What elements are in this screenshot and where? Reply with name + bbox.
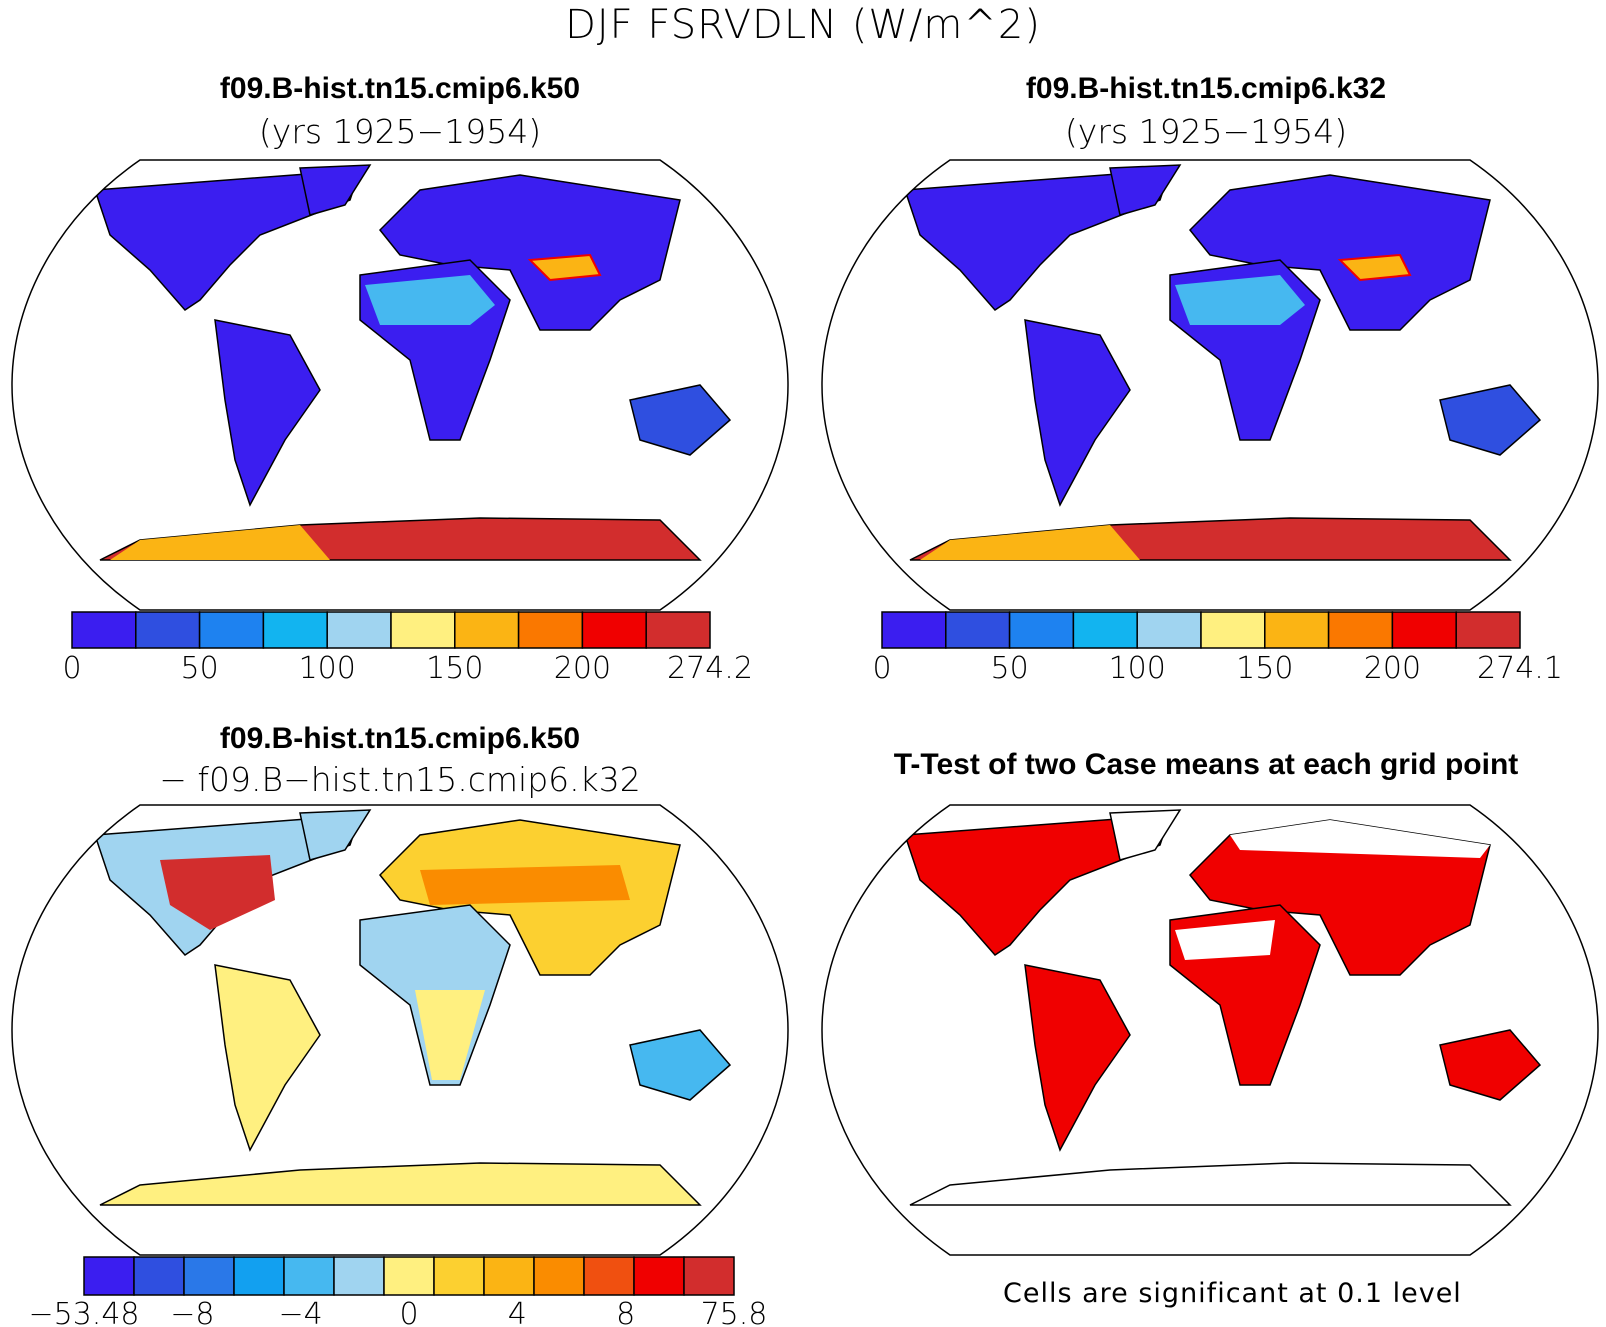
- colorbar-tick-label: 150: [1236, 651, 1293, 686]
- colorbar-box: [1455, 611, 1521, 649]
- colorbar-diff: −53.48 −8 −4 0 4 8 75.8: [28, 1256, 768, 1327]
- colorbar-tick-label: 100: [299, 651, 356, 686]
- colorbar-tick-label: 200: [1364, 651, 1421, 686]
- colorbar-tick-label: 75.8: [701, 1297, 768, 1327]
- continent-australia: [629, 384, 732, 456]
- colorbar-box: [517, 611, 584, 649]
- continent-south-america: [1024, 319, 1131, 507]
- colorbar-box: [633, 1256, 685, 1296]
- colorbar-box: [183, 1256, 235, 1296]
- colorbar-box: [233, 1256, 285, 1296]
- colorbar-box: [1200, 611, 1266, 649]
- panel-title-ttest: T-Test of two Case means at each grid po…: [893, 748, 1519, 781]
- colorbar-box: [71, 611, 137, 649]
- continent-south-america: [1024, 964, 1131, 1152]
- colorbar-box: [390, 611, 456, 649]
- colorbar-box: [133, 1256, 185, 1296]
- region-tibet: [1337, 253, 1412, 282]
- colorbar-box: [1136, 611, 1202, 649]
- colorbar-box: [483, 1256, 535, 1296]
- region-sahara-nonsig: [1175, 920, 1275, 960]
- colorbar-box: [135, 611, 201, 649]
- colorbar-box: [1008, 611, 1075, 649]
- colorbar-box: [198, 611, 265, 649]
- colorbar-box: [433, 1256, 485, 1296]
- colorbar-box: [1264, 611, 1330, 649]
- continent-greenland: [299, 164, 372, 216]
- colorbar-box: [333, 1256, 385, 1296]
- map-panel-ttest: [903, 809, 1542, 1206]
- map-panel-diff: [93, 809, 732, 1206]
- panel-subtitle-k50: (yrs 1925−1954): [258, 112, 542, 151]
- region-eurasia-north-nonsig: [1230, 820, 1490, 858]
- colorbar-box: [683, 1256, 735, 1296]
- panel-title-k32: f09.B-hist.tn15.cmip6.k32: [1025, 72, 1387, 105]
- colorbar-tick-label: 4: [508, 1297, 527, 1327]
- region-sahara: [1175, 275, 1305, 325]
- continent-south-america: [214, 319, 321, 507]
- region-na-positive: [160, 855, 275, 930]
- colorbar-box: [945, 611, 1011, 649]
- colorbar-box: [283, 1256, 335, 1296]
- colorbar-k32: 0 50 100 150 200 274.1: [872, 611, 1563, 686]
- colorbar-box: [1391, 611, 1457, 649]
- continent-greenland: [1109, 809, 1182, 861]
- panel-subtitle-k32: (yrs 1925−1954): [1064, 112, 1348, 151]
- map-border-k32: [821, 159, 1599, 611]
- colorbar-tick-label: 50: [991, 651, 1029, 686]
- colorbar-tick-label: 274.2: [667, 651, 753, 686]
- continent-greenland: [1109, 164, 1182, 216]
- colorbar-box: [1072, 611, 1138, 649]
- colorbar-tick-label: 0: [62, 651, 81, 686]
- colorbar-tick-label: 8: [616, 1297, 635, 1327]
- colorbar-box: [583, 1256, 635, 1296]
- panel-title-k50: f09.B-hist.tn15.cmip6.k50: [219, 72, 581, 105]
- significance-note: Cells are significant at 0.1 level: [1003, 1278, 1462, 1309]
- colorbar-box: [1327, 611, 1394, 649]
- colorbar-box: [383, 1256, 435, 1296]
- colorbar-tick-label: 0: [399, 1297, 418, 1327]
- colorbar-tick-label: −4: [279, 1297, 323, 1327]
- map-border-ttest: [821, 804, 1599, 1256]
- colorbar-tick-label: 150: [426, 651, 483, 686]
- continent-antarctica: [99, 1162, 702, 1206]
- colorbar-tick-label: −53.48: [28, 1297, 139, 1327]
- colorbar-box: [881, 611, 947, 649]
- colorbar-tick-label: 100: [1109, 651, 1166, 686]
- panel-subtitle-diff: − f09.B−hist.tn15.cmip6.k32: [159, 760, 641, 799]
- figure-title: DJF FSRVDLN (W/m^2): [565, 2, 1041, 48]
- colorbar-box: [581, 611, 647, 649]
- region-eurasia-positive: [420, 865, 630, 905]
- continent-australia: [629, 1029, 732, 1101]
- colorbar-tick-label: 200: [554, 651, 611, 686]
- colorbar-box: [326, 611, 392, 649]
- map-panel-k50: [93, 164, 732, 561]
- continent-greenland: [299, 809, 372, 861]
- colorbar-box: [454, 611, 520, 649]
- colorbar-box: [533, 1256, 585, 1296]
- map-border-k50: [11, 159, 789, 611]
- colorbar-tick-label: 50: [181, 651, 219, 686]
- colorbar-tick-label: −8: [170, 1297, 214, 1327]
- region-antarctica-west: [110, 525, 330, 560]
- colorbar-tick-label: 0: [872, 651, 891, 686]
- region-tibet: [527, 253, 602, 282]
- colorbar-tick-label: 274.1: [1477, 651, 1563, 686]
- colorbar-box: [262, 611, 328, 649]
- continent-antarctica: [909, 1162, 1512, 1206]
- continent-south-america: [214, 964, 321, 1152]
- continent-australia: [1439, 384, 1542, 456]
- region-africa-south: [415, 990, 485, 1080]
- colorbar-box: [83, 1256, 135, 1296]
- region-antarctica-west: [920, 525, 1140, 560]
- map-border-diff: [11, 804, 789, 1256]
- panel-title-diff: f09.B-hist.tn15.cmip6.k50: [219, 722, 581, 755]
- continent-australia: [1439, 1029, 1542, 1101]
- region-sahara: [365, 275, 495, 325]
- colorbar-k50: 0 50 100 150 200 274.2: [62, 611, 753, 686]
- map-panel-k32: [903, 164, 1542, 561]
- colorbar-box: [645, 611, 711, 649]
